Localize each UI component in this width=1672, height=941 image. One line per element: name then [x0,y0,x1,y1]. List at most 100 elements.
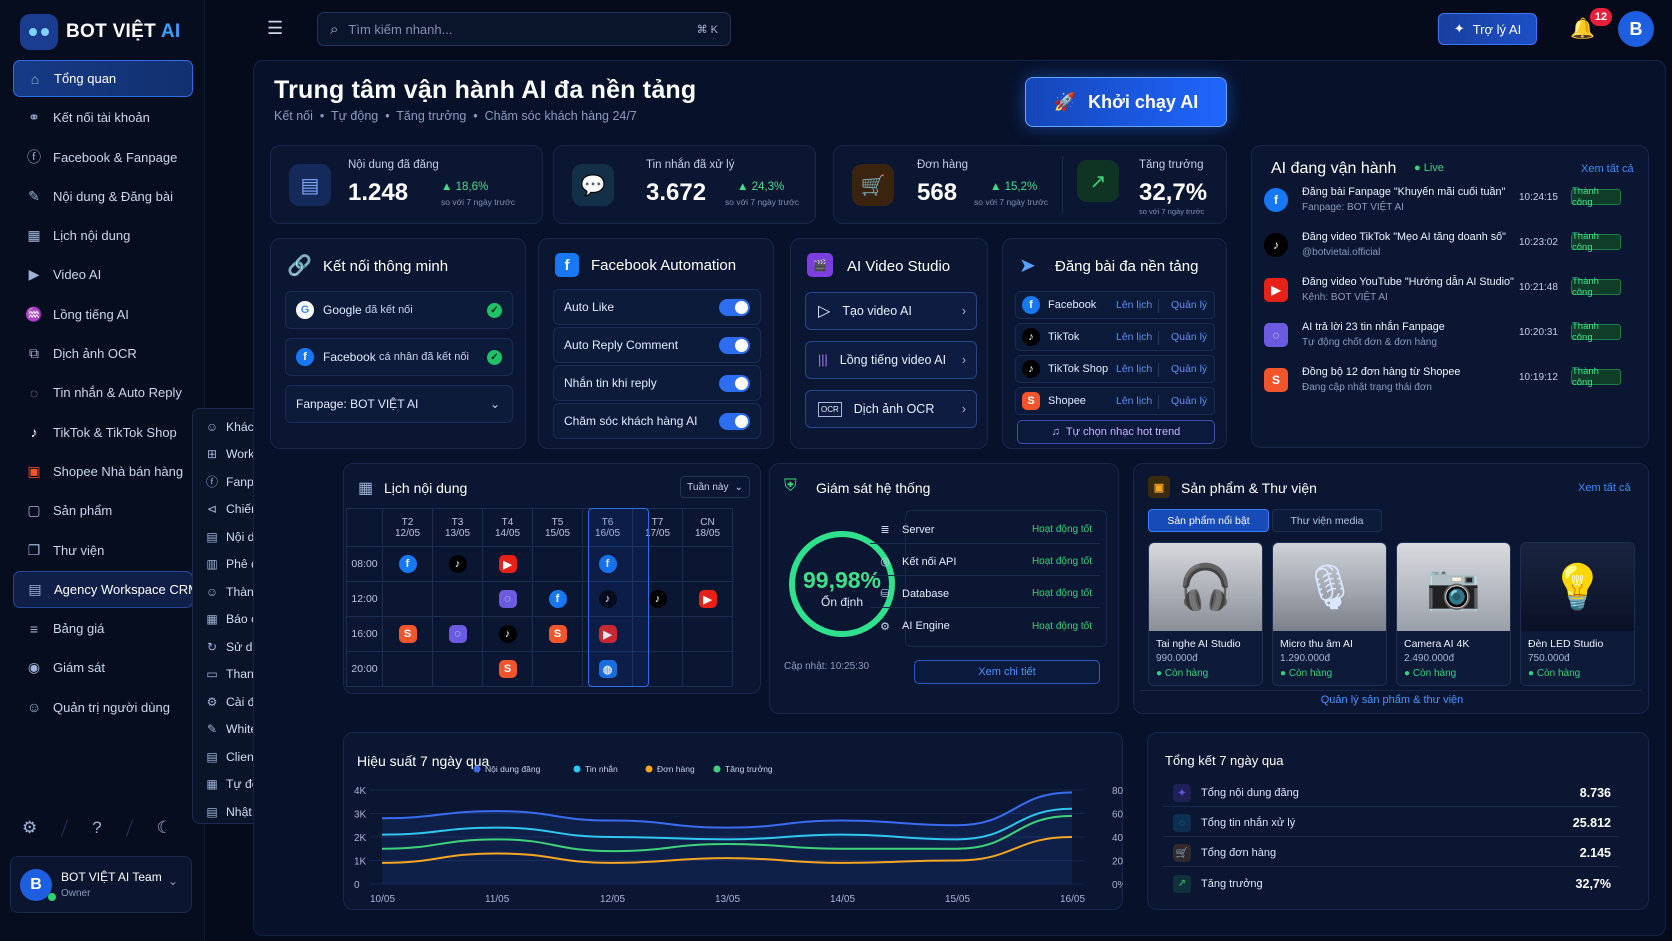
sidebar-item-2[interactable]: ⚭ Kết nối tài khoản [13,99,193,136]
facebook-connection[interactable]: f Facebook cá nhân đã kết nối ✓ [285,338,513,376]
calendar-cell[interactable] [682,616,733,652]
launch-ai-button[interactable]: 🚀 Khởi chạy AI [1025,77,1227,127]
product-card[interactable]: 📷 Camera AI 4K 2.490.000đ ● Còn hàng [1396,542,1511,686]
bell-icon[interactable]: 🔔 [1570,18,1595,40]
sidebar-item-11[interactable]: ▣ Shopee Nhà bán hàng [13,453,193,490]
sidebar-item-8[interactable]: ⧉ Dịch ảnh OCR [13,335,193,372]
calendar-cell[interactable] [632,616,683,652]
sidebar-item-12[interactable]: ▢ Sản phẩm [13,492,193,529]
calendar-cell[interactable] [382,651,433,687]
calendar-cell[interactable] [432,581,483,617]
calendar-cell[interactable]: ▶ [582,616,633,652]
customer-care-toggle[interactable] [719,413,750,430]
calendar-cell[interactable] [632,546,683,582]
brand-logo[interactable]: BOT VIỆT AI [20,14,181,50]
feed-item[interactable]: ◌ AI trả lời 23 tin nhắn Fanpage Tự động c… [1264,319,1634,363]
product-card[interactable]: 🎙 Micro thu âm AI 1.290.000đ ● Còn hàng [1272,542,1387,686]
calendar-cell[interactable]: f [582,546,633,582]
manage-link[interactable]: Quản lý [1171,363,1208,375]
ocr-icon: ⧉ [29,345,39,362]
moon-icon[interactable]: ☾ [156,818,172,837]
calendar-cell[interactable]: ▶ [682,581,733,617]
calendar-cell[interactable] [682,546,733,582]
schedule-link[interactable]: Lên lịch [1116,331,1153,343]
manage-products-link[interactable]: Quản lý sản phẩm & thư viện [1142,692,1642,708]
feed-item[interactable]: ♪ Đăng video TikTok "Mẹo AI tăng doanh số… [1264,229,1634,273]
sidebar-item-4[interactable]: ✎ Nội dung & Đăng bài [13,178,193,215]
product-card[interactable]: 🎧 Tai nghe AI Studio 990.000đ ● Còn hàng [1148,542,1263,686]
calendar-cell[interactable] [632,651,683,687]
search-input[interactable] [348,21,687,37]
dub-video-button[interactable]: ||| Lồng tiếng video AI › [805,341,977,379]
view-detail-button[interactable]: Xem chi tiết [914,660,1100,684]
calendar-cell[interactable]: ♪ [482,616,533,652]
see-all-link[interactable]: Xem tất cả [1578,482,1631,494]
user-card[interactable]: B BOT VIỆT AI Team Owner ⌄ [10,856,192,913]
feed-item[interactable]: f Đăng bài Fanpage "Khuyến mãi cuối tuần"… [1264,184,1634,228]
gear-icon[interactable]: ⚙ [22,818,38,837]
sidebar-item-14[interactable]: ▤Agency Workspace CRM⌄ [13,570,218,608]
calendar-cell[interactable]: S [382,616,433,652]
sidebar-item-15[interactable]: ≡ Bảng giá [13,610,193,647]
calendar-cell[interactable] [682,651,733,687]
sidebar-item-16[interactable]: ◉ Giám sát [13,649,193,686]
top-avatar[interactable]: B [1618,11,1654,47]
product-card[interactable]: 💡 Đèn LED Studio 750.000đ ● Còn hàng [1520,542,1635,686]
customer-care-row: Chăm sóc khách hàng AI [553,403,761,439]
calendar-cell[interactable]: ♪ [632,581,683,617]
calendar-cell[interactable]: S [482,651,533,687]
trending-music-button[interactable]: ♫ Tự chọn nhạc hot trend [1017,420,1215,444]
calendar-cell[interactable]: ◌ [482,581,533,617]
calendar-cell[interactable] [532,651,583,687]
service-row: ⚙ AI Engine Hoạt động tốt [870,612,1100,640]
message-reply-toggle[interactable] [719,375,750,392]
manage-link[interactable]: Quản lý [1171,395,1208,407]
manage-link[interactable]: Quản lý [1171,331,1208,343]
manage-link[interactable]: Quản lý [1171,299,1208,311]
create-video-button[interactable]: ▷ Tạo video AI › [805,292,977,330]
calendar-cell[interactable]: ▶ [482,546,533,582]
stat-label: Tăng trưởng [1139,159,1204,171]
hamburger-menu-icon[interactable]: ☰ [267,18,284,38]
calendar-cell[interactable]: ♪ [432,546,483,582]
chevron-down-icon[interactable]: ⌄ [168,874,179,888]
calendar-cell[interactable]: f [382,546,433,582]
calendar-cell[interactable]: S [532,616,583,652]
ocr-button[interactable]: OCR Dịch ảnh OCR › [805,390,977,428]
search-box[interactable]: ⌕ ⌘ K [317,12,731,46]
sidebar-item-6[interactable]: ▶ Video AI [13,256,193,293]
assistant-button[interactable]: ✦ Trợ lý AI [1438,13,1537,45]
sidebar-item-17[interactable]: ☺ Quản trị người dùng [13,689,193,726]
sidebar-item-10[interactable]: ♪ TikTok & TikTok Shop [13,414,193,451]
platform-row-shopee: S Shopee Lên lịch Quản lý [1015,387,1215,415]
calendar-cell[interactable] [382,581,433,617]
help-icon[interactable]: ? [92,818,102,837]
sidebar-item-1[interactable]: ⌂ Tổng quan [13,60,193,97]
service-row: ≣ Server Hoạt động tốt [870,516,1100,544]
calendar-cell[interactable]: f [532,581,583,617]
see-all-link[interactable]: Xem tất cả [1581,163,1634,175]
calendar-cell[interactable] [432,651,483,687]
tab-featured-products[interactable]: Sản phẩm nổi bật [1148,509,1269,532]
sidebar-item-3[interactable]: ⓕ Facebook & Fanpage [13,139,193,176]
auto-reply-toggle[interactable] [719,337,750,354]
range-select[interactable]: Tuần này ⌄ [680,476,750,498]
sidebar-item-9[interactable]: ◌ Tin nhắn & Auto Reply [13,374,193,411]
sidebar-item-13[interactable]: ❐ Thư viện [13,532,193,569]
schedule-link[interactable]: Lên lịch [1116,363,1153,375]
schedule-link[interactable]: Lên lịch [1116,395,1153,407]
music-icon: ♫ [1051,426,1060,438]
sidebar-item-5[interactable]: ▦ Lịch nội dung [13,217,193,254]
calendar-cell[interactable]: ♪ [582,581,633,617]
auto-like-toggle[interactable] [719,299,750,316]
fanpage-select[interactable]: Fanpage: BOT VIỆT AI ⌄ [285,385,513,423]
schedule-link[interactable]: Lên lịch [1116,299,1153,311]
feed-item[interactable]: ▶ Đăng video YouTube "Hướng dẫn AI Studio… [1264,274,1634,318]
sidebar-item-7[interactable]: ♒ Lồng tiếng AI [13,296,193,333]
feed-item[interactable]: S Đồng bộ 12 đơn hàng từ Shopee Đang cập n… [1264,364,1634,408]
calendar-cell[interactable]: ◌ [432,616,483,652]
google-connection[interactable]: G Google đã kết nối ✓ [285,291,513,329]
tab-media-library[interactable]: Thư viện media [1272,509,1382,532]
calendar-cell[interactable] [532,546,583,582]
calendar-cell[interactable]: ◍ [582,651,633,687]
